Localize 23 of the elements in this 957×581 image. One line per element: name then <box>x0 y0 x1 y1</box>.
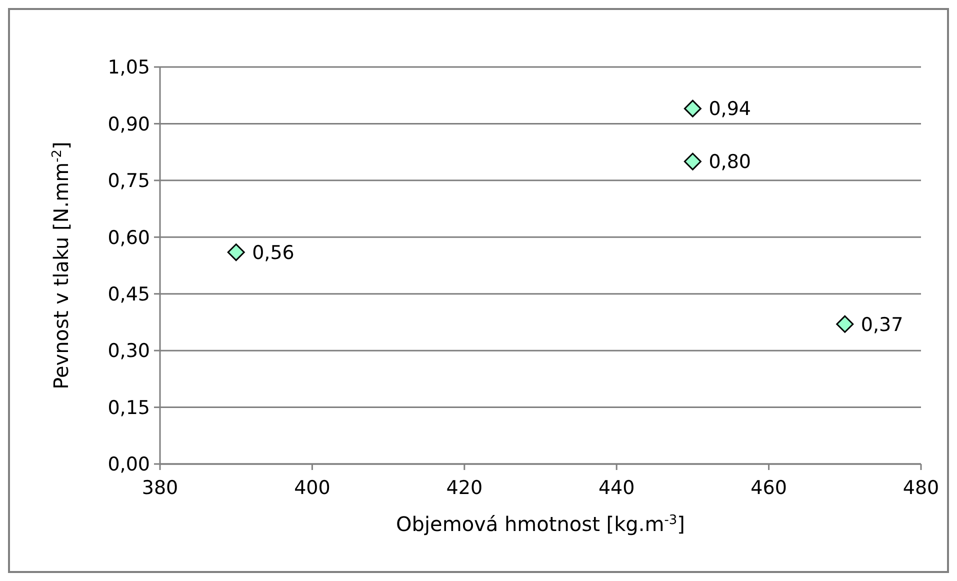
x-tick-label: 400 <box>294 477 330 499</box>
y-tick-label: 0,15 <box>108 396 150 419</box>
x-axis-title: Objemová hmotnost [kg.m$^{-3}$] <box>396 512 685 536</box>
data-label: 0,94 <box>708 98 752 120</box>
x-tick-label: 480 <box>902 477 940 499</box>
x-tick-label: 460 <box>750 477 787 499</box>
data-label: 0,56 <box>252 242 294 264</box>
x-tick-label: 420 <box>446 477 483 499</box>
point <box>684 152 702 170</box>
y-tick-label: 0,45 <box>108 284 150 306</box>
point <box>227 244 245 262</box>
point <box>684 100 702 118</box>
x-tick-label: 380 <box>142 477 178 499</box>
y-tick-label: 0,75 <box>108 170 150 192</box>
y-tick-label: 0,30 <box>108 340 150 362</box>
data-label: 0,80 <box>708 151 752 174</box>
x-tick-label: 440 <box>598 477 635 499</box>
y-tick-label: 1,05 <box>108 56 150 79</box>
point <box>836 315 854 333</box>
y-tick-label: 0,90 <box>108 113 150 136</box>
data-label: 0,37 <box>860 314 904 336</box>
y-tick-label: 0,60 <box>108 226 150 249</box>
y-tick-label: 0,00 <box>108 454 150 476</box>
